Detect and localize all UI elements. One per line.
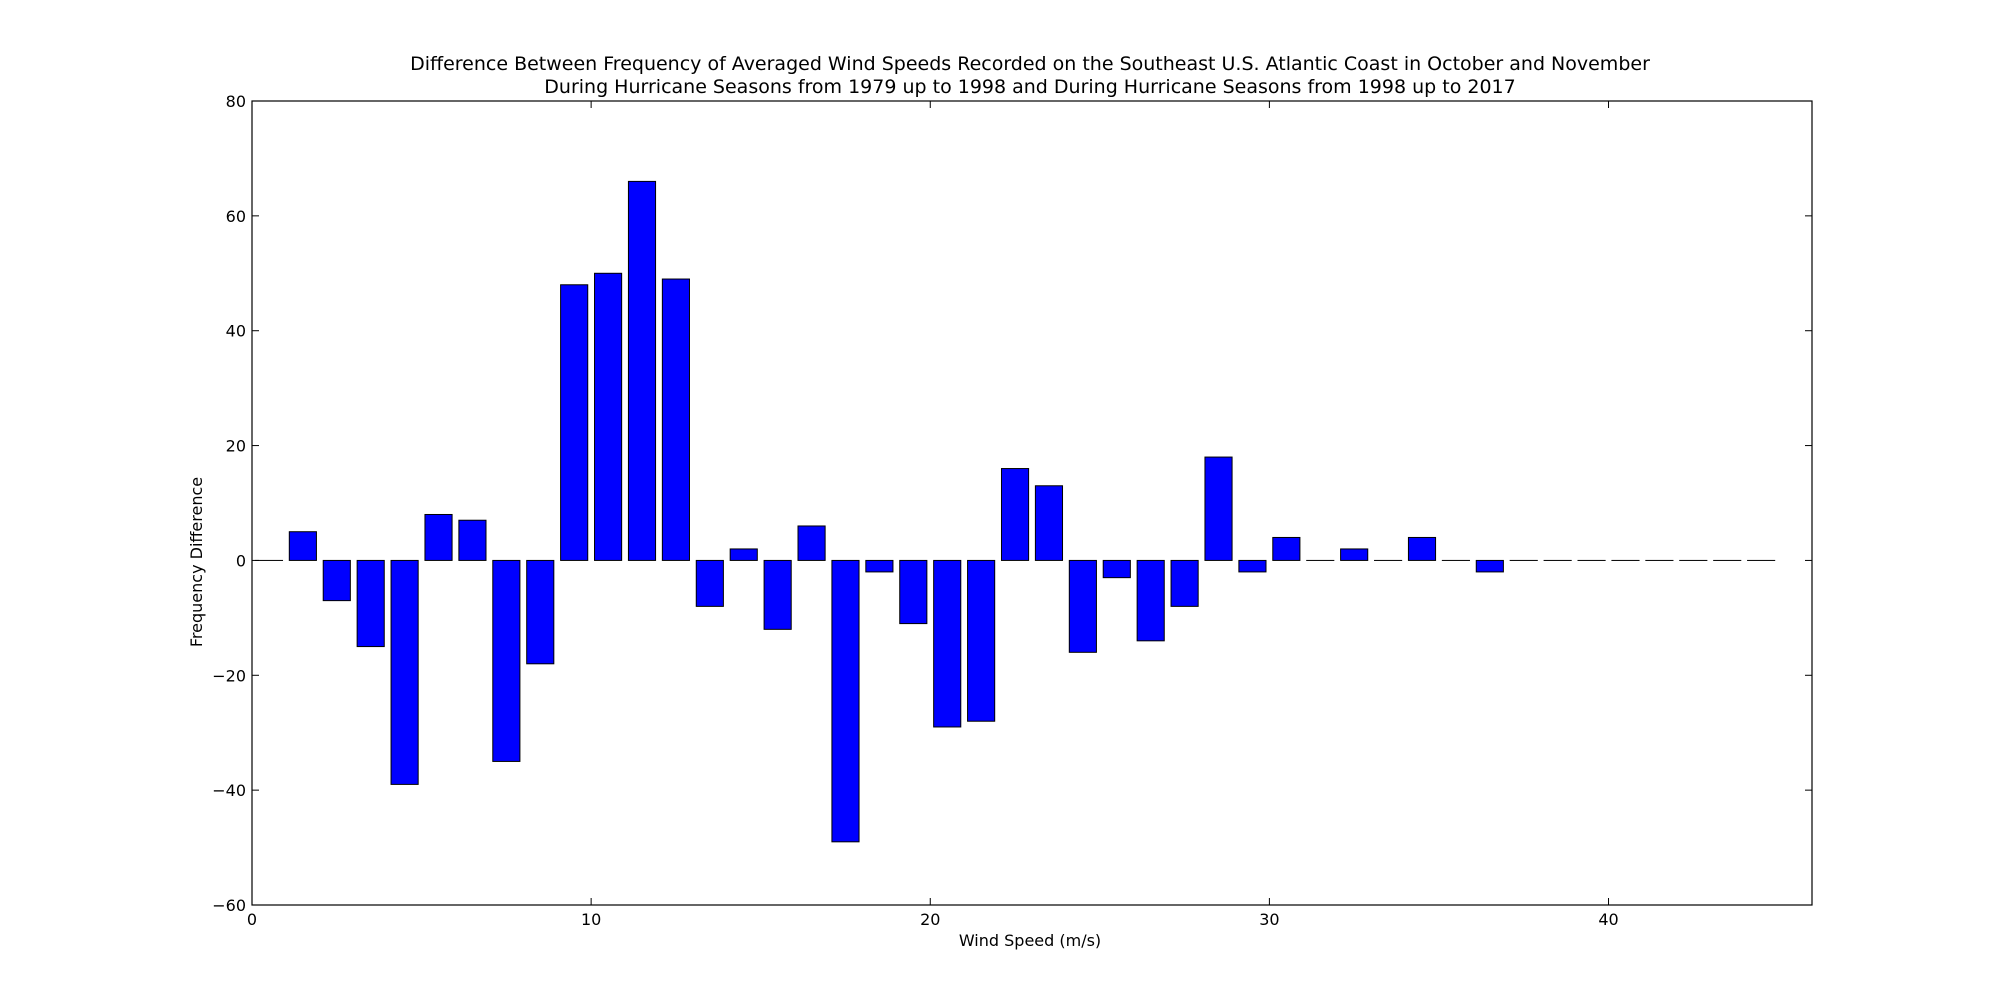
x-axis-label: Wind Speed (m/s) <box>959 931 1101 950</box>
bar-21 <box>968 560 995 721</box>
bar-25 <box>1103 560 1130 577</box>
x-tick-label-10: 10 <box>581 910 601 929</box>
bar-2 <box>323 560 350 600</box>
bar-13 <box>696 560 723 606</box>
bar-1 <box>289 532 316 561</box>
bar-18 <box>866 560 893 571</box>
bar-14 <box>730 549 757 560</box>
chart-title: Difference Between Frequency of Averaged… <box>410 53 1650 98</box>
x-tick-label-0: 0 <box>247 910 257 929</box>
bar-6 <box>459 520 486 560</box>
bar-26 <box>1137 560 1164 640</box>
bar-22 <box>1001 469 1028 561</box>
bar-36 <box>1476 560 1503 571</box>
bar-9 <box>561 285 588 561</box>
y-tick-label-0: 0 <box>236 551 246 570</box>
plot-area-frame <box>252 101 1812 905</box>
bar-32 <box>1341 549 1368 560</box>
bar-20 <box>934 560 961 727</box>
bar-11 <box>628 181 655 560</box>
bar-10 <box>595 273 622 560</box>
bar-19 <box>900 560 927 623</box>
x-tick-label-40: 40 <box>1598 910 1618 929</box>
y-tick-label-80: 80 <box>226 92 246 111</box>
y-tick-label--40: −40 <box>212 781 246 800</box>
bar-7 <box>493 560 520 761</box>
y-axis-label: Frequency Difference <box>187 477 206 647</box>
bar-15 <box>764 560 791 629</box>
bar-17 <box>832 560 859 841</box>
x-tick-label-20: 20 <box>920 910 940 929</box>
y-tick-label-60: 60 <box>226 207 246 226</box>
y-tick-label--60: −60 <box>212 896 246 915</box>
bar-30 <box>1273 537 1300 560</box>
axis-ticks <box>252 101 1812 905</box>
bar-23 <box>1035 486 1062 561</box>
chart-title-line-2: During Hurricane Seasons from 1979 up to… <box>544 76 1515 98</box>
bar-3 <box>357 560 384 646</box>
bar-16 <box>798 526 825 560</box>
bar-27 <box>1171 560 1198 606</box>
y-tick-label-20: 20 <box>226 437 246 456</box>
y-tick-label-40: 40 <box>226 322 246 341</box>
bar-24 <box>1069 560 1096 652</box>
chart-title-line-1: Difference Between Frequency of Averaged… <box>410 53 1650 75</box>
bar-34 <box>1408 537 1435 560</box>
bars <box>255 181 1774 841</box>
tick-labels: 0 10 20 30 40 −60 −40 −20 0 20 40 60 80 <box>212 92 1618 929</box>
bar-8 <box>527 560 554 663</box>
y-tick-label--20: −20 <box>212 666 246 685</box>
x-tick-label-30: 30 <box>1259 910 1279 929</box>
bar-12 <box>662 279 689 560</box>
bar-4 <box>391 560 418 784</box>
bar-28 <box>1205 457 1232 560</box>
bar-29 <box>1239 560 1266 571</box>
bar-5 <box>425 514 452 560</box>
